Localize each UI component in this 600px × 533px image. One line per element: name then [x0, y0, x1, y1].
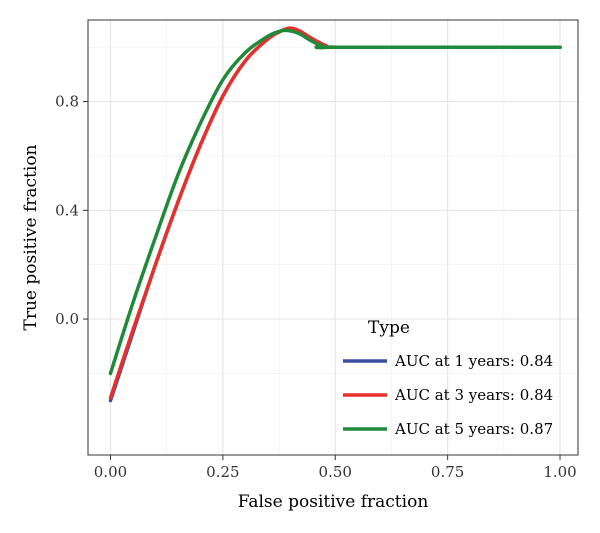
legend-item: AUC at 1 years: 0.84 — [343, 352, 553, 370]
plot-panel-border — [87, 19, 579, 456]
x-tick-label: 0.00 — [94, 463, 127, 481]
y-axis-ticks: 0.0 0.4 0.8 — [55, 93, 88, 328]
x-tick-label: 0.25 — [206, 463, 239, 481]
legend-item: AUC at 3 years: 0.84 — [343, 386, 553, 404]
y-tick-label: 0.8 — [55, 93, 79, 111]
series-lines — [108, 26, 562, 403]
legend-item: AUC at 5 years: 0.87 — [343, 420, 553, 438]
x-tick-label: 1.00 — [543, 463, 576, 481]
legend-title: Type — [368, 318, 410, 338]
y-tick-label: 0.0 — [55, 310, 79, 328]
legend: Type AUC at 1 years: 0.84 AUC at 3 years:… — [343, 318, 553, 438]
minor-gridlines — [88, 20, 578, 455]
legend-items: AUC at 1 years: 0.84 AUC at 3 years: 0.84… — [343, 352, 553, 438]
x-tick-label: 0.50 — [319, 463, 352, 481]
legend-label: AUC at 1 years: 0.84 — [394, 352, 553, 370]
y-axis-title: True positive fraction — [21, 144, 41, 330]
series-line-3 — [108, 28, 562, 376]
x-tick-label: 0.75 — [431, 463, 464, 481]
x-axis-title: False positive fraction — [238, 492, 429, 512]
legend-label: AUC at 5 years: 0.87 — [394, 420, 553, 438]
major-gridlines — [88, 20, 578, 455]
legend-label: AUC at 3 years: 0.84 — [394, 386, 553, 404]
y-tick-label: 0.4 — [55, 201, 79, 219]
x-axis-ticks: 0.00 0.25 0.50 0.75 1.00 — [94, 455, 577, 481]
